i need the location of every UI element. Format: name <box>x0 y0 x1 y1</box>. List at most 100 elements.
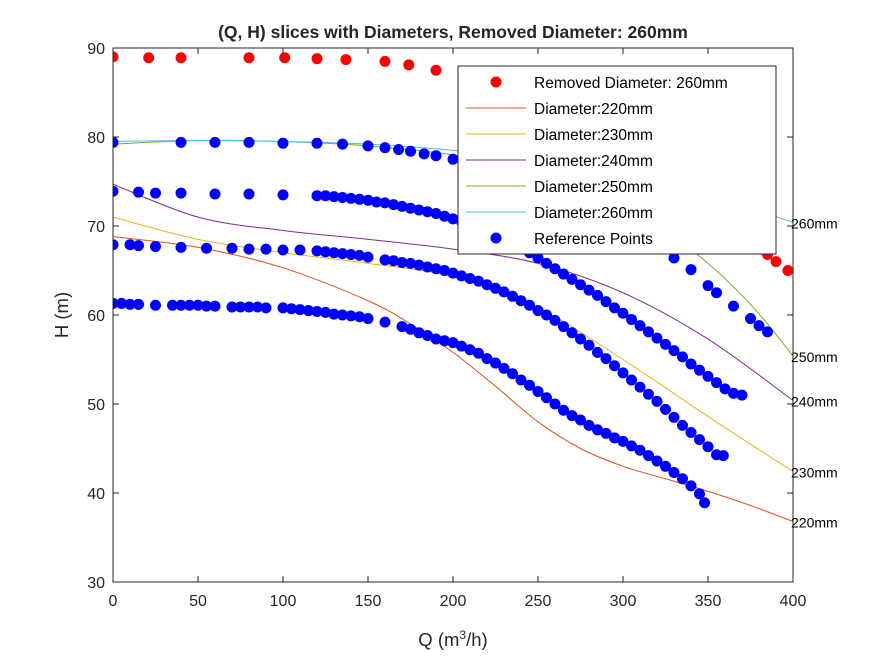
reference-point <box>328 191 340 203</box>
reference-point <box>405 323 416 335</box>
legend-label: Diameter:230mm <box>534 127 653 144</box>
reference-point <box>277 244 289 256</box>
reference-point <box>643 388 654 400</box>
reference-point <box>566 273 578 285</box>
reference-point <box>447 337 459 349</box>
reference-point <box>379 142 391 154</box>
reference-point <box>626 313 637 325</box>
reference-point <box>396 321 408 333</box>
reference-point <box>379 254 391 266</box>
reference-point <box>116 297 127 309</box>
reference-point <box>320 190 331 202</box>
reference-point <box>345 248 357 260</box>
legend-label: Reference Points <box>534 231 653 248</box>
reference-point <box>113 239 119 251</box>
x-tick-label: 400 <box>780 593 807 610</box>
reference-point <box>328 308 340 320</box>
reference-point <box>175 241 187 253</box>
reference-point <box>277 137 289 149</box>
x-axis-label-superscript: 3 <box>459 628 466 642</box>
reference-point <box>260 302 272 314</box>
y-axis: 30 40 50 60 70 80 90 <box>87 41 793 592</box>
reference-point <box>456 340 467 352</box>
reference-point <box>235 301 246 313</box>
removed-point <box>379 55 391 67</box>
x-axis-label: Q (m3/h) <box>418 628 487 650</box>
y-tick-label: 50 <box>87 397 105 414</box>
reference-point <box>260 243 272 255</box>
reference-point <box>600 296 612 308</box>
reference-point <box>634 320 646 332</box>
reference-point <box>209 136 221 148</box>
reference-point <box>430 150 442 162</box>
reference-point <box>277 302 289 314</box>
reference-point <box>439 335 450 347</box>
reference-point <box>685 480 697 492</box>
reference-point <box>600 427 612 439</box>
x-axis: 0 50 100 150 200 250 300 350 400 <box>109 48 807 610</box>
reference-point <box>311 137 323 149</box>
reference-point <box>717 450 729 462</box>
reference-point <box>277 189 289 201</box>
reference-point <box>396 200 408 212</box>
series-end-label: 260mm <box>791 215 838 231</box>
reference-point <box>362 140 374 152</box>
reference-point <box>575 333 586 345</box>
x-axis-label-end: /h) <box>466 629 488 650</box>
y-tick-label: 80 <box>87 130 105 147</box>
reference-point <box>133 240 144 252</box>
y-axis-label: H (m) <box>51 292 72 338</box>
reference-point <box>337 192 348 204</box>
reference-point <box>566 410 578 422</box>
reference-point <box>524 379 535 391</box>
reference-point <box>736 389 748 401</box>
reference-point <box>481 353 493 365</box>
reference-point <box>532 386 544 398</box>
reference-point <box>685 426 697 438</box>
series-end-label: 220mm <box>791 514 838 530</box>
reference-point <box>464 273 476 285</box>
x-tick-label: 350 <box>695 593 722 610</box>
reference-point <box>541 309 552 321</box>
reference-point <box>651 395 663 407</box>
legend-marker <box>490 232 502 244</box>
reference-point <box>345 310 357 322</box>
series-line-240mm <box>113 183 793 401</box>
x-tick-label: 100 <box>270 593 297 610</box>
reference-point <box>413 259 425 271</box>
reference-point <box>184 299 195 311</box>
reference-point <box>745 313 756 325</box>
reference-point <box>328 247 340 259</box>
removed-point <box>770 256 782 268</box>
reference-point <box>192 299 204 311</box>
removed-point <box>782 265 793 276</box>
reference-point <box>362 313 374 325</box>
reference-point <box>609 432 620 444</box>
removed-point <box>113 51 119 63</box>
reference-point <box>575 414 586 426</box>
reference-point <box>617 435 629 447</box>
reference-point <box>634 444 646 456</box>
reference-point <box>133 298 144 310</box>
reference-point <box>685 358 697 370</box>
legend-label: Diameter:240mm <box>534 153 653 170</box>
legend-label: Removed Diameter: 260mm <box>534 75 728 92</box>
reference-point <box>175 136 187 148</box>
reference-point <box>413 204 425 216</box>
reference-point <box>303 305 314 317</box>
reference-point <box>609 302 620 314</box>
reference-point <box>677 351 688 363</box>
legend-marker <box>490 76 502 88</box>
reference-point <box>405 257 416 269</box>
reference-point <box>243 136 255 148</box>
reference-point <box>592 424 603 436</box>
reference-point <box>473 347 484 359</box>
reference-point <box>413 327 425 339</box>
reference-point <box>566 327 578 339</box>
reference-point <box>694 364 705 376</box>
reference-point <box>243 188 255 200</box>
reference-point <box>243 301 255 313</box>
reference-point <box>371 196 382 208</box>
legend: Removed Diameter: 260mm Diameter:220mm Dia… <box>457 65 777 255</box>
reference-point <box>337 138 348 150</box>
